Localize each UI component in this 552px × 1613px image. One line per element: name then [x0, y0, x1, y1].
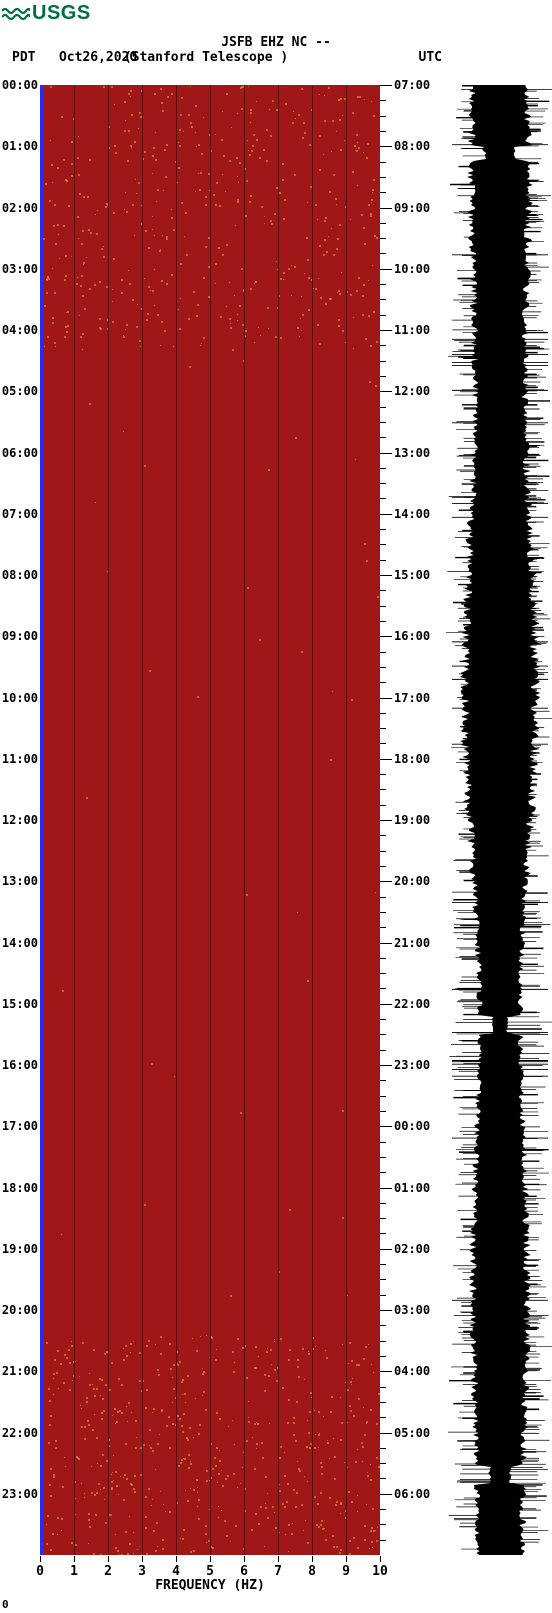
utc-tick: 17:00 — [394, 692, 430, 704]
pdt-tick: 07:00 — [2, 508, 38, 520]
utc-tick: 06:00 — [394, 1488, 430, 1500]
pdt-tick: 08:00 — [2, 569, 38, 581]
pdt-tick: 18:00 — [2, 1182, 38, 1194]
station-subtitle: (Stanford Telescope ) — [0, 50, 412, 65]
tz-right: UTC — [419, 50, 442, 65]
utc-tick: 07:00 — [394, 79, 430, 91]
freq-tick: 1 — [70, 1564, 78, 1579]
pdt-tick: 17:00 — [2, 1120, 38, 1132]
utc-tick: 09:00 — [394, 202, 430, 214]
utc-tick: 04:00 — [394, 1365, 430, 1377]
pdt-tick: 21:00 — [2, 1365, 38, 1377]
utc-tick: 16:00 — [394, 630, 430, 642]
pdt-tick: 22:00 — [2, 1427, 38, 1439]
utc-tick: 22:00 — [394, 998, 430, 1010]
x-axis-label: FREQUENCY (HZ) — [40, 1578, 380, 1593]
pdt-tick: 14:00 — [2, 937, 38, 949]
pdt-tick: 09:00 — [2, 630, 38, 642]
freq-tick: 5 — [206, 1564, 214, 1579]
pdt-tick: 03:00 — [2, 263, 38, 275]
left-time-axis: 00:0001:0002:0003:0004:0005:0006:0007:00… — [0, 83, 40, 1555]
utc-tick: 15:00 — [394, 569, 430, 581]
frequency-axis: FREQUENCY (HZ) 012345678910 — [40, 1556, 380, 1601]
corner-mark: 0 — [2, 1598, 9, 1611]
waveform-panel — [450, 85, 550, 1555]
pdt-tick: 11:00 — [2, 753, 38, 765]
utc-tick: 10:00 — [394, 263, 430, 275]
pdt-tick: 02:00 — [2, 202, 38, 214]
pdt-tick: 05:00 — [2, 385, 38, 397]
utc-tick: 23:00 — [394, 1059, 430, 1071]
logo-text: USGS — [32, 2, 91, 25]
pdt-tick: 19:00 — [2, 1243, 38, 1255]
pdt-tick: 16:00 — [2, 1059, 38, 1071]
utc-tick: 20:00 — [394, 875, 430, 887]
right-time-axis: 07:0008:0009:0010:0011:0012:0013:0014:00… — [380, 83, 440, 1555]
usgs-logo: USGS — [2, 2, 91, 25]
pdt-tick: 01:00 — [2, 140, 38, 152]
pdt-tick: 06:00 — [2, 447, 38, 459]
wave-icon — [2, 5, 30, 23]
utc-tick: 19:00 — [394, 814, 430, 826]
utc-tick: 08:00 — [394, 140, 430, 152]
utc-tick: 00:00 — [394, 1120, 430, 1132]
utc-tick: 03:00 — [394, 1304, 430, 1316]
freq-tick: 7 — [274, 1564, 282, 1579]
pdt-tick: 10:00 — [2, 692, 38, 704]
freq-tick: 6 — [240, 1564, 248, 1579]
utc-tick: 01:00 — [394, 1182, 430, 1194]
utc-tick: 13:00 — [394, 447, 430, 459]
freq-tick: 0 — [36, 1564, 44, 1579]
utc-tick: 14:00 — [394, 508, 430, 520]
utc-tick: 05:00 — [394, 1427, 430, 1439]
freq-tick: 4 — [172, 1564, 180, 1579]
utc-tick: 21:00 — [394, 937, 430, 949]
freq-tick: 10 — [372, 1564, 388, 1579]
pdt-tick: 12:00 — [2, 814, 38, 826]
freq-tick: 9 — [342, 1564, 350, 1579]
freq-tick: 3 — [138, 1564, 146, 1579]
utc-tick: 18:00 — [394, 753, 430, 765]
pdt-tick: 13:00 — [2, 875, 38, 887]
utc-tick: 02:00 — [394, 1243, 430, 1255]
station-title: JSFB EHZ NC -- — [0, 35, 552, 50]
utc-tick: 12:00 — [394, 385, 430, 397]
pdt-tick: 20:00 — [2, 1304, 38, 1316]
freq-tick: 8 — [308, 1564, 316, 1579]
pdt-tick: 04:00 — [2, 324, 38, 336]
pdt-tick: 23:00 — [2, 1488, 38, 1500]
freq-tick: 2 — [104, 1564, 112, 1579]
pdt-tick: 00:00 — [2, 79, 38, 91]
waveform-svg — [450, 85, 550, 1555]
utc-tick: 11:00 — [394, 324, 430, 336]
spectrogram-plot — [40, 85, 380, 1555]
pdt-tick: 15:00 — [2, 998, 38, 1010]
